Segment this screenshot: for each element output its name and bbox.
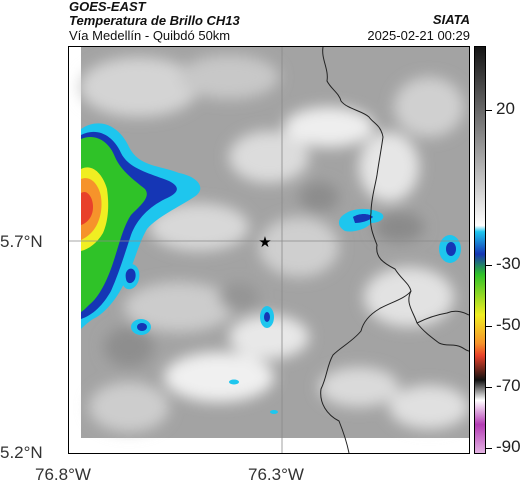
cb-label-m70: -70 — [496, 376, 521, 395]
y-tick-5-7N: 5.7°N — [0, 232, 43, 251]
satellite-title: GOES-EAST — [69, 0, 146, 14]
location-star-icon: ★ — [258, 233, 271, 251]
x-tick-76-8W: 76.8°W — [35, 465, 91, 484]
product-title: Temperatura de Brillo CH13 — [69, 13, 240, 28]
convective-cloud — [81, 123, 201, 329]
cb-tick-m90 — [486, 448, 492, 449]
cb-tick-m70 — [486, 387, 492, 388]
x-tick-76-3W: 76.3°W — [248, 465, 304, 484]
y-tick-5-2N: 5.2°N — [0, 443, 43, 462]
colorbar — [474, 46, 486, 454]
cb-label-m30: -30 — [496, 254, 521, 273]
borders — [320, 47, 469, 453]
cb-tick-20 — [486, 110, 492, 111]
cold-cloud-cells — [131, 208, 461, 414]
satellite-map: ★ — [68, 46, 470, 454]
datetime-label: 2025-02-21 00:29 — [367, 28, 470, 43]
cb-label-20: 20 — [496, 99, 515, 118]
colorbar-gradient — [475, 47, 485, 453]
map-image: ★ — [69, 47, 469, 453]
cb-tick-m50 — [486, 326, 492, 327]
cb-label-m90: -90 — [496, 437, 521, 456]
cloud-texture — [79, 55, 469, 432]
source-label: SIATA — [432, 12, 470, 27]
region-label: Vía Medellín - Quibdó 50km — [69, 28, 231, 43]
cb-tick-m30 — [486, 265, 492, 266]
cb-label-m50: -50 — [496, 315, 521, 334]
